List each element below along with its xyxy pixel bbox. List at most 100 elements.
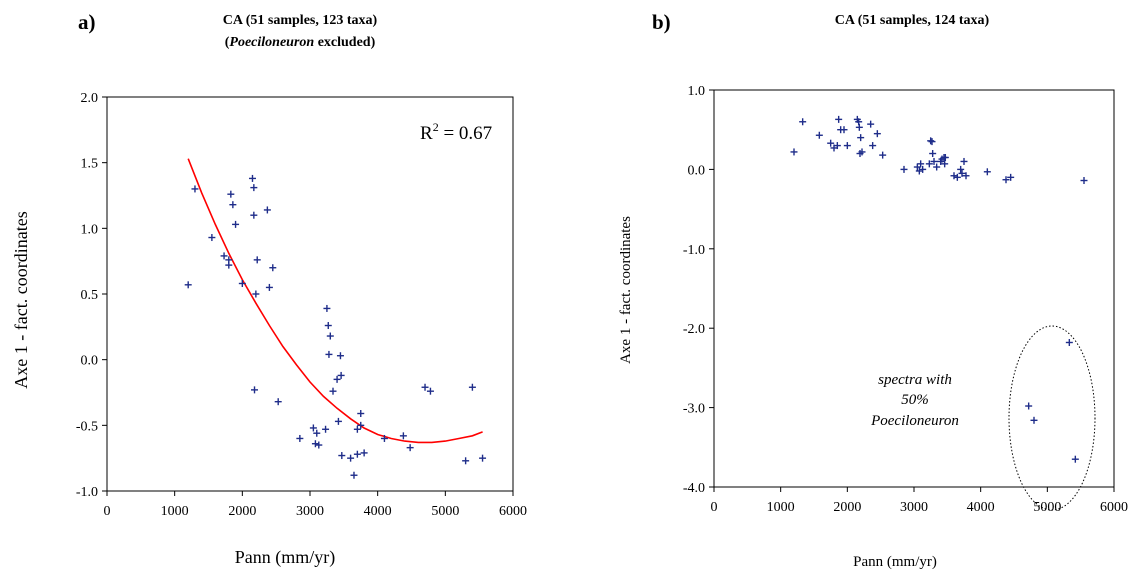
panel-b-data-point <box>835 115 843 123</box>
panel-a-data-point <box>311 440 319 448</box>
panel-a-data-point <box>250 211 258 219</box>
panel-a-data-point <box>227 190 235 198</box>
panel-a-data-point <box>353 425 361 433</box>
panel-a-y-tick-label: 0.0 <box>81 354 99 369</box>
panel-a-data-point <box>208 234 216 242</box>
panel-a-letter: a) <box>78 10 96 34</box>
panel-b-data-point <box>840 126 848 134</box>
panel-b-data-point <box>843 142 851 150</box>
panel-a-y-tick-label: -0.5 <box>76 419 98 434</box>
panel-a-x-tick-label: 3000 <box>296 504 324 519</box>
panel-b-y-tick-label: 1.0 <box>688 84 706 99</box>
panel-a-data-point <box>347 454 355 462</box>
panel-a-y-tick-label: 0.5 <box>81 288 99 303</box>
panel-b-data-point <box>928 138 936 146</box>
panel-b-data-point <box>950 172 958 180</box>
panel-a-data-point <box>274 398 282 406</box>
panel-b-y-tick-label: -3.0 <box>683 402 705 417</box>
panel-b-data-point <box>941 153 949 161</box>
panel-a-y-tick-label: 1.0 <box>81 222 99 237</box>
panel-b-x-tick-label: 6000 <box>1100 500 1128 515</box>
panel-a-subtitle: (Poeciloneuron excluded) <box>225 35 376 50</box>
panel-a-data-point <box>250 184 258 192</box>
panel-a-data-point <box>248 174 256 182</box>
panel-a-data-point <box>357 421 365 429</box>
panel-a-data-point <box>336 352 344 360</box>
panel-a-data-point <box>353 450 361 458</box>
panel-a-subtitle-close: excluded) <box>314 35 375 50</box>
panel-a-y-tick-label: 1.5 <box>81 157 99 172</box>
panel-b-data-point <box>1025 402 1033 410</box>
panel-b-points <box>790 115 1088 463</box>
panel-a-y-tick-label: -1.0 <box>76 485 98 500</box>
panel-a-data-point <box>220 252 228 260</box>
panel-b-x-tick-label: 2000 <box>833 500 861 515</box>
panel-a-x-tick-label: 6000 <box>499 504 527 519</box>
panel-b-x-tick-label: 4000 <box>967 500 995 515</box>
panel-b-data-point <box>958 169 966 177</box>
panel-a-data-point <box>315 441 323 449</box>
panel-b-data-point <box>960 157 968 165</box>
panel-a-data-point <box>337 371 345 379</box>
panel-b-data-point <box>1065 338 1073 346</box>
panel-a-data-point <box>479 454 487 462</box>
panel-a-subtitle-open: ( <box>225 35 230 50</box>
panel-b-y-axis-title: Axe 1 - fact. coordinates <box>618 216 634 364</box>
panel-b-data-point <box>1080 177 1088 185</box>
panel-b-data-point <box>933 163 941 171</box>
panel-b-data-point <box>941 160 949 168</box>
panel-a-r2-exponent: 2 <box>433 120 439 134</box>
panel-a-data-point <box>309 424 317 432</box>
panel-b-data-point <box>930 157 938 165</box>
panel-b-x-tick-label: 0 <box>711 500 718 515</box>
panel-a-r2-symbol: R <box>420 123 433 144</box>
panel-b-y-tick-label: -1.0 <box>683 243 705 258</box>
panel-b-x-axis-title: Pann (mm/yr) <box>853 554 937 570</box>
panel-b-data-point <box>799 118 807 126</box>
panel-a-x-tick-label: 2000 <box>228 504 256 519</box>
panel-a-x-axis-title: Pann (mm/yr) <box>235 547 336 568</box>
panel-a-data-point <box>326 332 334 340</box>
panel-a-data-point <box>360 449 368 457</box>
panel-a-x-tick-label: 1000 <box>161 504 189 519</box>
panel-b-data-point <box>869 142 877 150</box>
panel-b-data-point <box>833 142 841 150</box>
panel-b-annotation-line-3: Poeciloneuron <box>870 413 959 429</box>
panel-b-data-point <box>815 131 823 139</box>
panel-a-data-point <box>229 201 237 209</box>
panel-b-data-point <box>858 148 866 156</box>
panel-b-annotation-line-2: 50% <box>901 392 929 408</box>
panel-b-data-point <box>1030 416 1038 424</box>
panel-a-y-tick-label: 2.0 <box>81 91 99 106</box>
panel-b-x-tick-label: 3000 <box>900 500 928 515</box>
panel-a-data-point <box>323 304 331 312</box>
panel-b-data-point <box>962 172 970 180</box>
panel-b-data-point <box>867 120 875 128</box>
panel-a-data-point <box>232 220 240 228</box>
panel-a-data-point <box>468 383 476 391</box>
panel-a-data-point <box>406 444 414 452</box>
panel-a-data-point <box>399 432 407 440</box>
panel-a-data-point <box>462 457 470 465</box>
panel-b-data-point <box>1002 176 1010 184</box>
panel-a-data-point <box>426 387 434 395</box>
panel-b-y-tick-label: -4.0 <box>683 481 705 496</box>
panel-b-data-point <box>855 123 863 131</box>
panel-b-data-point <box>957 165 965 173</box>
panel-a-data-point <box>269 264 277 272</box>
panel-a-data-point <box>338 452 346 460</box>
panel-b-axes: 0 1000 2000 3000 4000 5000 6000 -4.0 -3.0 -2.0 -1.… <box>683 84 1128 515</box>
panel-b-annotation-line-1: spectra with <box>878 372 952 388</box>
panel-a-data-point <box>322 425 330 433</box>
panel-a-points <box>184 174 487 479</box>
panel-a-data-point <box>333 375 341 383</box>
panel-b-y-tick-label: -2.0 <box>683 322 705 337</box>
panel-a-data-point <box>238 279 246 287</box>
panel-a-fit-curve <box>187 158 483 444</box>
panel-b-letter: b) <box>652 10 671 34</box>
panel-a-data-point <box>225 256 233 264</box>
panel-a-x-tick-label: 4000 <box>364 504 392 519</box>
panel-b-data-point <box>1007 173 1015 181</box>
panel-b-data-point <box>857 134 865 142</box>
